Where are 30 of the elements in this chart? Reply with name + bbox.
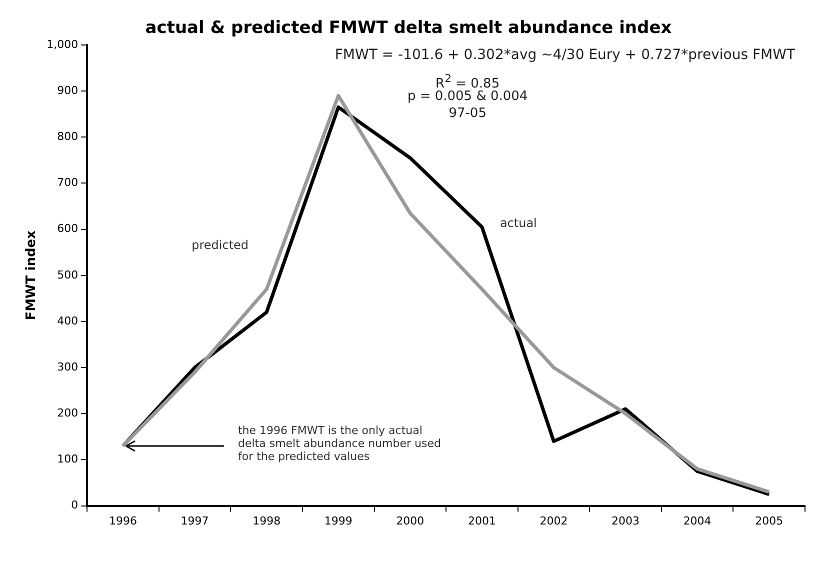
- y-axis-title: FMWT index: [24, 230, 40, 320]
- annotation: FMWT = -101.6 + 0.302*avg ~4/30 Eury + 0.727*previous FMWT: [334, 47, 795, 63]
- y-tick-label: 100: [57, 452, 78, 466]
- annotation: the 1996 FMWT is the only actual delta smelt abundance number used for the predicted values: [238, 424, 442, 463]
- y-tick-label: 0: [71, 498, 78, 512]
- x-tick-label: 1997: [180, 514, 209, 528]
- annotation: 97-05: [448, 106, 486, 121]
- y-tick-label: 700: [57, 176, 78, 190]
- x-tick-label: 1998: [252, 514, 281, 528]
- y-tick-label: 500: [57, 268, 78, 282]
- x-tick-label: 2005: [755, 514, 784, 528]
- series-label: actual: [500, 216, 537, 230]
- y-tick-label: 900: [57, 84, 78, 97]
- x-tick-label: 1996: [108, 514, 137, 528]
- chart-title: actual & predicted FMWT delta smelt abundance index: [144, 18, 673, 38]
- text: predicted: [192, 238, 249, 252]
- y-tick-label: 400: [57, 314, 78, 328]
- x-tick-label: 2001: [468, 514, 496, 528]
- y-tick-label: 200: [57, 406, 78, 420]
- x-tick-label: 1999: [324, 514, 352, 528]
- x-tick-label: 2003: [612, 514, 640, 528]
- x-tick-label: 2000: [396, 514, 424, 528]
- x-tick-label: 2004: [683, 514, 712, 528]
- y-tick-label: 800: [57, 130, 78, 144]
- annotation: R$^{2}$ = 0.85: [436, 72, 500, 92]
- annotation: p = 0.005 & 0.004: [407, 89, 528, 104]
- y-tick-label: 600: [57, 222, 78, 236]
- y-tick-label: 1,000: [46, 38, 78, 51]
- y-tick-label: 300: [57, 360, 78, 374]
- x-tick-label: 2002: [540, 514, 568, 528]
